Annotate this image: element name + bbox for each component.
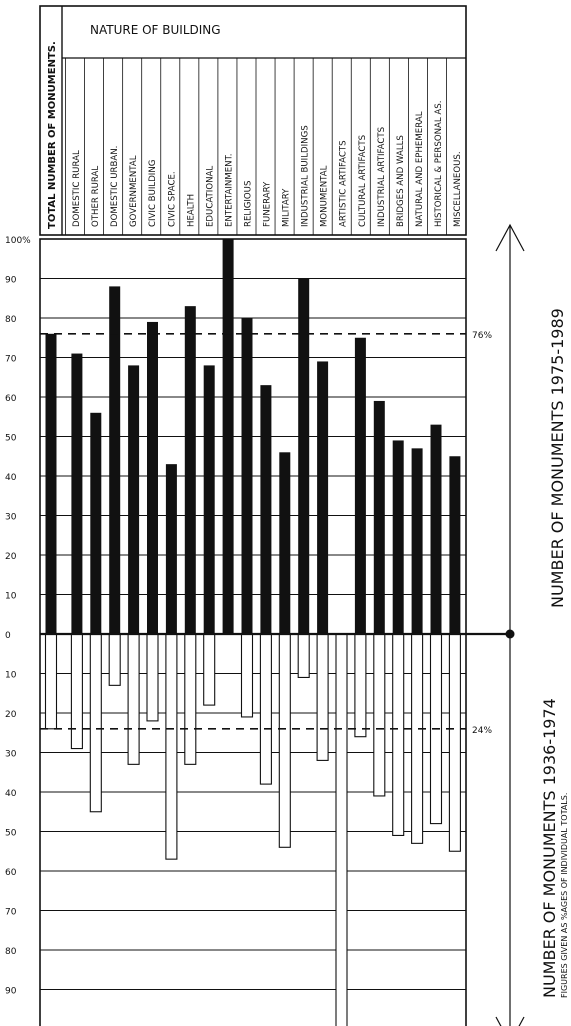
category-label: CULTURAL ARTIFACTS [358, 135, 368, 227]
lower-bar [392, 633, 405, 836]
upper-bar [147, 321, 158, 634]
lower-bar [127, 633, 140, 765]
upper-bar [373, 400, 385, 634]
up-arrow-icon [495, 223, 525, 252]
lower-bar [240, 633, 254, 718]
upper-bar [430, 424, 442, 634]
category-label: INDUSTRIAL ARTIFACTS [377, 127, 387, 227]
y-tick-label: 60 [5, 394, 17, 404]
upper-bar [203, 365, 215, 634]
upper-bar [392, 440, 404, 634]
y-tick-label: 80 [5, 315, 17, 325]
lower-bar [316, 633, 329, 761]
lower-bar [278, 633, 291, 848]
category-label: EDUCATIONAL [205, 166, 215, 227]
y-tick-label: 60 [5, 868, 17, 878]
upper-bar [279, 452, 291, 634]
category-label: HISTORICAL & PERSONAL AS. [434, 101, 444, 228]
category-label: ENTERTAINMENT. [224, 153, 234, 227]
y-tick-label: 50 [5, 829, 17, 839]
upper-bar [222, 239, 234, 634]
lower-bar [184, 633, 197, 765]
category-label: MILITARY [282, 188, 292, 227]
y-tick-label: 90 [5, 276, 17, 286]
lower-bar [373, 633, 386, 797]
y-tick-label: 100% [5, 236, 31, 246]
y-tick-label: 20 [5, 710, 17, 720]
upper-bar [184, 306, 196, 634]
lower-bar [44, 633, 58, 730]
category-label: HEALTH [186, 194, 196, 227]
upper-bar [71, 353, 83, 634]
y-tick-label: 30 [5, 513, 17, 523]
total-monuments-label: TOTAL NUMBER OF MONUMENTS. [47, 41, 58, 229]
lower-series-title: NUMBER OF MONUMENTS 1936-1974 [540, 698, 559, 998]
category-label: RELIGIOUS [243, 181, 253, 227]
category-label: ARTISTIC ARTIFACTS [339, 140, 349, 227]
lower-bar [411, 633, 424, 844]
upper-bar [165, 464, 177, 634]
category-label: FUNERARY [263, 181, 273, 227]
upper-bar [449, 456, 461, 634]
lower-bar [70, 633, 83, 750]
lower-bar [146, 633, 159, 722]
lower-bar [354, 633, 367, 738]
lower-series-subtitle: FIGURES GIVEN AS %AGES OF INDIVIDUAL TOT… [560, 792, 569, 998]
category-label: CIVIC BUILDING [148, 160, 158, 227]
upper-bar [317, 361, 329, 634]
y-tick-label: 10 [5, 671, 17, 681]
lower-bar [203, 633, 216, 706]
category-label: NATURAL AND EPHEMERAL [415, 111, 425, 227]
y-tick-label: 30 [5, 750, 17, 760]
y-tick-label: 70 [5, 908, 17, 918]
y-tick-label: 20 [5, 552, 17, 562]
nature-of-building-label: NATURE OF BUILDING [90, 23, 221, 37]
chart-header: TOTAL NUMBER OF MONUMENTS. NATURE OF BUIL… [39, 5, 467, 236]
y-tick-label: 10 [5, 592, 17, 602]
y-tick-label: 50 [5, 434, 17, 444]
category-label: DOMESTIC URBAN. [110, 146, 120, 227]
category-label: DOMESTIC RURAL [72, 150, 82, 227]
y-tick-label: 80 [5, 947, 17, 957]
reference-label: 76% [472, 331, 492, 341]
upper-bar [109, 286, 121, 634]
y-tick-label: 90 [5, 987, 17, 997]
upper-bar [260, 385, 272, 634]
y-tick-label: 40 [5, 473, 17, 483]
category-label: GOVERNMENTAL [129, 155, 139, 227]
category-label: BRIDGES AND WALLS [396, 135, 406, 227]
lower-bar [335, 633, 348, 1026]
upper-bar [354, 337, 366, 634]
lower-bar [297, 633, 310, 679]
upper-bar [411, 448, 423, 634]
side-arrow [495, 223, 525, 1026]
upper-bar [90, 412, 102, 634]
y-tick-label: 70 [5, 355, 17, 365]
lower-bar [89, 633, 102, 813]
upper-bar [128, 365, 140, 634]
upper-bar [241, 318, 253, 634]
upper-bar [45, 333, 57, 634]
lower-bar [108, 633, 121, 686]
category-label: CIVIC SPACE. [167, 171, 177, 227]
category-label: MONUMENTAL [320, 165, 330, 227]
y-tick-label: 40 [5, 789, 17, 799]
reference-label: 24% [472, 726, 492, 736]
chart-axis: 76% 24% 100% 90 80 70 60 50 40 30 20 10 0 10 20 30 40 50 6… [5, 236, 515, 997]
category-label: INDUSTRIAL BUILDINGS [301, 125, 311, 227]
upper-series-title: NUMBER OF MONUMENTS 1975-1989 [548, 308, 567, 608]
category-label: OTHER RURAL [91, 166, 101, 227]
upper-bar [298, 278, 310, 634]
lower-bar [259, 633, 272, 785]
header-frame [39, 5, 467, 236]
y-tick-label: 0 [5, 631, 11, 641]
category-label: MISCELLANEOUS. [453, 151, 463, 227]
lower-bar [448, 633, 461, 852]
lower-bar [165, 633, 178, 860]
